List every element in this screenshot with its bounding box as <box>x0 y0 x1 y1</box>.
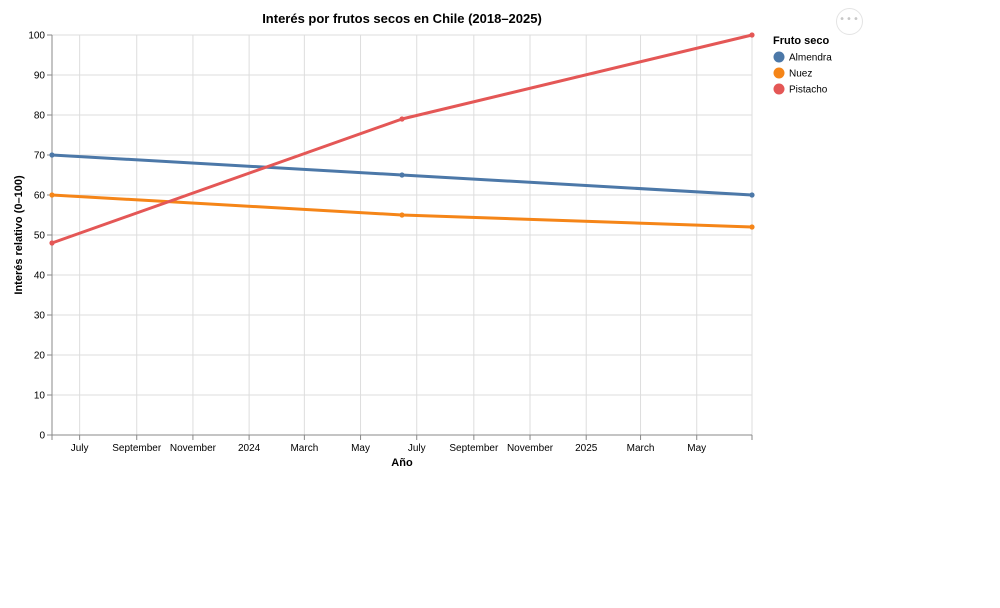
legend-label-pistacho: Pistacho <box>789 85 828 96</box>
data-point-pistacho[interactable] <box>49 240 55 246</box>
y-axis-title: Interés relativo (0–100) <box>13 175 25 295</box>
y-tick-label: 30 <box>34 311 46 322</box>
data-point-almendra[interactable] <box>749 192 755 198</box>
axes: 0 10 20 30 40 50 60 70 80 90 100 July September Novem… <box>28 31 753 454</box>
x-tick-label: March <box>627 443 655 454</box>
chart-title: Interés por frutos secos en Chile (2018–… <box>262 11 542 26</box>
data-point-almendra[interactable] <box>49 152 55 158</box>
legend-symbol-pistacho <box>773 83 785 95</box>
y-tick-label: 100 <box>28 31 45 42</box>
x-tick-label: 2025 <box>575 443 598 454</box>
x-tick-label: September <box>112 443 162 454</box>
x-tick-label: September <box>449 443 499 454</box>
x-tick-label: July <box>71 443 89 454</box>
grid <box>51 34 753 436</box>
data-point-nuez[interactable] <box>399 212 405 218</box>
y-tick-label: 80 <box>34 111 46 122</box>
y-tick-label: 60 <box>34 191 46 202</box>
series <box>49 32 755 246</box>
y-tick-label: 70 <box>34 151 46 162</box>
data-point-pistacho[interactable] <box>399 116 405 122</box>
y-tick-label: 40 <box>34 271 46 282</box>
series-line-pistacho[interactable] <box>50 33 754 245</box>
x-tick-label: May <box>351 443 370 454</box>
legend-symbol-almendra <box>773 51 785 63</box>
more-options-icon: ••• <box>839 14 860 25</box>
y-tick-label: 0 <box>39 431 45 442</box>
x-tick-label: May <box>687 443 706 454</box>
legend-label-nuez: Nuez <box>789 69 812 80</box>
legend: Fruto seco Almendra Nuez Pistacho <box>773 35 832 96</box>
x-tick-label: November <box>170 443 217 454</box>
legend-symbol-nuez <box>773 67 785 79</box>
legend-title: Fruto seco <box>773 35 830 47</box>
data-point-pistacho[interactable] <box>749 32 755 38</box>
y-tick-label: 50 <box>34 231 46 242</box>
y-tick-label: 90 <box>34 71 46 82</box>
data-point-nuez[interactable] <box>749 224 755 230</box>
y-tick-label: 10 <box>34 391 46 402</box>
x-tick-label: March <box>290 443 318 454</box>
legend-label-almendra: Almendra <box>789 53 832 64</box>
x-tick-label: November <box>507 443 554 454</box>
y-tick-label: 20 <box>34 351 46 362</box>
x-axis-title: Año <box>391 457 413 469</box>
chart-actions-menu-button[interactable]: ••• <box>836 8 863 35</box>
x-tick-label: July <box>408 443 426 454</box>
x-tick-label: 2024 <box>238 443 261 454</box>
series-line-nuez[interactable] <box>50 193 754 229</box>
data-point-nuez[interactable] <box>49 192 55 198</box>
data-point-almendra[interactable] <box>399 172 405 178</box>
